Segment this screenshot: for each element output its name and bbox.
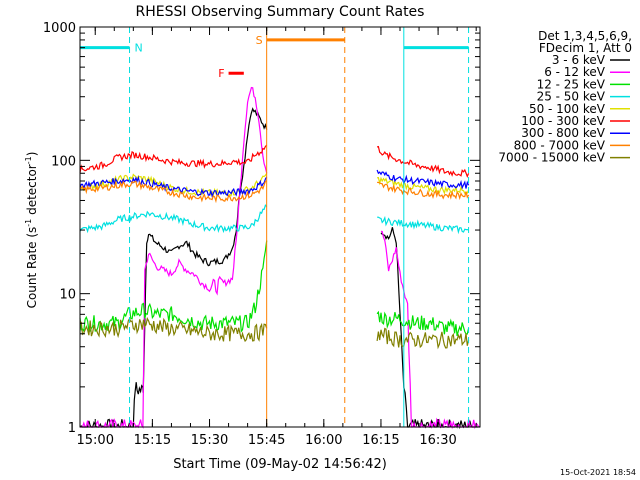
series-line-7 [79,180,470,204]
y-axis-label-close: ) [25,152,39,157]
legend-label-6: 300 - 800 keV [521,126,605,140]
legend-label-0: 3 - 6 keV [552,53,606,67]
y-axis-label-text: Count Rate (s [25,227,39,309]
svg-text:Count Rate (s-1 detector-1): Count Rate (s-1 detector-1) [24,152,39,309]
chart-title: RHESSI Observing Summary Count Rates [136,4,425,20]
y-axis-label-detector: detector [25,164,39,219]
plot-area: N S F [79,27,481,430]
flag-label-3: F [218,67,224,80]
legend-header-line2: FDecim 1, Att 0 [539,41,632,55]
y-axis-label: Count Rate (s-1 detector-1) [24,152,39,309]
x-tick-label-1: 15:15 [134,433,171,448]
x-tick-label-4: 16:00 [305,433,342,448]
x-tick-label-3: 15:45 [248,433,285,448]
legend-label-2: 12 - 25 keV [537,77,606,91]
series-line-5 [79,144,470,179]
series-line-2 [79,240,470,337]
x-tick-label-6: 16:30 [419,433,456,448]
legend-header-line1: Det 1,3,4,5,6,9, [538,29,632,43]
legend-label-3: 25 - 50 keV [537,90,606,104]
plot-frame [79,26,481,428]
legend-label-7: 800 - 7000 keV [514,138,606,152]
legend-label-5: 100 - 300 keV [521,114,605,128]
legend-label-4: 50 - 100 keV [529,102,606,116]
series-line-8 [79,316,470,350]
x-tick-label-5: 16:15 [362,433,399,448]
axes: 15:00 15:15 15:30 15:45 16:00 16:15 16:30 1 10 10… [43,21,481,448]
flag-label-1: S [256,34,263,47]
y-tick-label-0: 1 [68,421,76,436]
x-axis-label: Start Time (09-May-02 14:56:42) [173,457,387,472]
flag-label-0: N [135,42,143,55]
y-tick-label-2: 100 [51,154,76,169]
legend: Det 1,3,4,5,6,9, FDecim 1, Att 0 3 - 6 k… [498,29,632,165]
x-tick-label-0: 15:00 [77,433,114,448]
y-axis-label-exp2: -1 [24,156,33,164]
series-line-3 [79,204,469,235]
y-tick-label-1: 10 [59,288,76,303]
footer-timestamp: 15-Oct-2021 18:54 [560,468,636,477]
x-tick-label-2: 15:30 [191,433,228,448]
series-line-6 [79,169,470,198]
y-tick-label-3: 1000 [43,21,76,36]
legend-label-1: 6 - 12 keV [544,65,606,79]
series-line-1 [80,86,480,430]
legend-label-8: 7000 - 15000 keV [498,151,605,165]
y-axis-label-exp1: -1 [24,219,33,227]
